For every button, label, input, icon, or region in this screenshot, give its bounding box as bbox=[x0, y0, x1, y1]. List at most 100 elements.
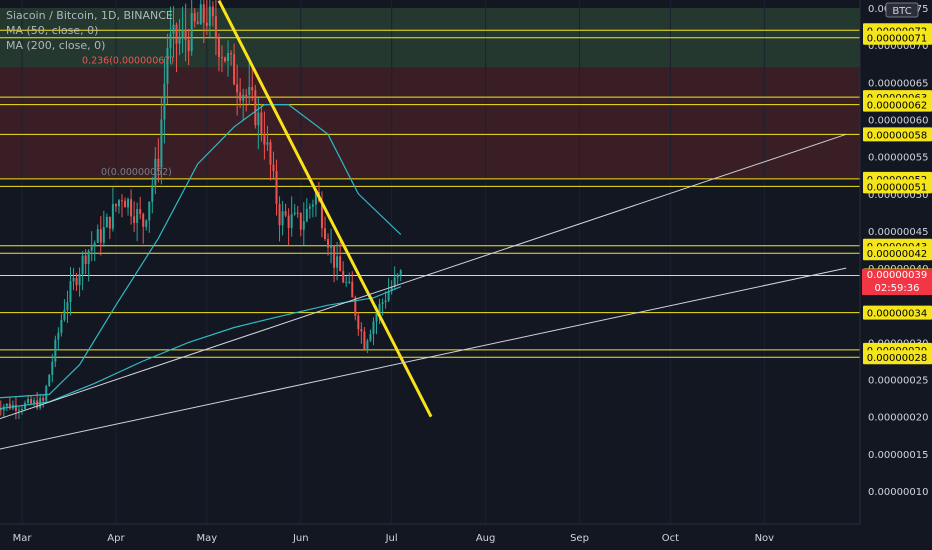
candle-body bbox=[245, 94, 248, 96]
fib-labels: 0.236(0.00000067) 0(0.00000052) bbox=[82, 55, 174, 177]
candle-body bbox=[224, 57, 227, 62]
candle-body bbox=[78, 274, 81, 286]
candle-body bbox=[290, 214, 293, 228]
candle-body bbox=[363, 331, 366, 349]
candle-body bbox=[360, 329, 363, 332]
candle-body bbox=[260, 112, 263, 134]
candle-body bbox=[381, 302, 384, 304]
candle-body bbox=[151, 184, 154, 202]
candle-body bbox=[266, 142, 269, 145]
currency-badge bbox=[885, 2, 919, 18]
level-badge bbox=[863, 305, 932, 320]
candle-body bbox=[324, 228, 326, 239]
price-candles bbox=[0, 0, 402, 420]
ma200-legend[interactable]: MA (200, close, 0) bbox=[6, 39, 106, 52]
candle-body bbox=[60, 319, 63, 333]
candle-body bbox=[345, 281, 348, 283]
candle-body bbox=[378, 303, 381, 314]
candle-body bbox=[375, 313, 378, 322]
candle-body bbox=[133, 216, 136, 223]
candle-body bbox=[384, 300, 387, 303]
candle-body bbox=[114, 204, 117, 207]
candle-body bbox=[233, 54, 236, 85]
time-axis-label: May bbox=[196, 533, 217, 544]
candle-body bbox=[242, 94, 245, 101]
candle-body bbox=[172, 24, 175, 34]
time-axis-label: Apr bbox=[107, 533, 125, 544]
candle-body bbox=[372, 321, 375, 334]
candle-body bbox=[48, 374, 51, 387]
candle-body bbox=[93, 242, 96, 247]
candle-body bbox=[24, 403, 27, 410]
candle-body bbox=[314, 191, 317, 205]
level-badge-text: 0.00000034 bbox=[867, 309, 927, 320]
level-badge bbox=[863, 127, 932, 142]
candle-body bbox=[254, 90, 257, 126]
candle-body bbox=[305, 208, 308, 222]
time-axis-label: Aug bbox=[476, 533, 496, 544]
candle-body bbox=[190, 13, 193, 52]
ma50-legend[interactable]: MA (50, close, 0) bbox=[6, 24, 99, 37]
candle-body bbox=[69, 281, 72, 303]
candle-body bbox=[21, 409, 23, 411]
candle-body bbox=[263, 133, 266, 145]
time-axis[interactable]: Mar Apr May Jun Jul Aug Sep Oct Nov bbox=[13, 533, 775, 544]
level-badge bbox=[863, 246, 932, 261]
support-line bbox=[0, 133, 847, 420]
candle-body bbox=[236, 84, 239, 93]
candle-body bbox=[90, 246, 93, 251]
candle-body bbox=[127, 199, 130, 208]
level-badge bbox=[863, 350, 932, 365]
candle-body bbox=[396, 274, 399, 278]
candle-body bbox=[275, 171, 278, 204]
candle-body bbox=[45, 386, 48, 401]
support-line bbox=[0, 267, 847, 450]
price-axis-label: 0.00000025 bbox=[868, 376, 928, 387]
level-badge bbox=[863, 179, 932, 194]
candle-body bbox=[211, 6, 214, 17]
price-axis-label: 0.00000065 bbox=[868, 78, 928, 89]
candle-body bbox=[311, 204, 314, 207]
time-axis-label: Nov bbox=[755, 533, 775, 544]
candle-body bbox=[308, 206, 311, 209]
candle-body bbox=[57, 332, 60, 340]
candle-body bbox=[230, 53, 233, 55]
candle-body bbox=[178, 38, 181, 44]
candle-body bbox=[0, 408, 2, 411]
candle-body bbox=[320, 200, 323, 229]
candle-body bbox=[336, 256, 339, 268]
candle-body bbox=[269, 142, 272, 165]
candle-body bbox=[187, 39, 190, 52]
candle-body bbox=[105, 216, 108, 228]
candle-body bbox=[327, 238, 330, 248]
level-badge bbox=[863, 97, 932, 112]
candle-body bbox=[366, 340, 369, 349]
candle-body bbox=[66, 302, 69, 311]
price-axis-label: 0.00000055 bbox=[868, 153, 928, 164]
candle-body bbox=[339, 256, 342, 272]
candle-body bbox=[117, 200, 120, 207]
candle-body bbox=[342, 271, 345, 283]
candle-body bbox=[99, 229, 102, 243]
candle-body bbox=[145, 220, 148, 227]
candle-body bbox=[399, 270, 402, 275]
current-price-value: 0.00000039 bbox=[866, 269, 928, 281]
candle-body bbox=[393, 277, 396, 287]
chart-legend: Siacoin / Bitcoin, 1D, BINANCE MA (50, c… bbox=[6, 8, 173, 53]
candle-body bbox=[369, 333, 372, 341]
symbol-title[interactable]: Siacoin / Bitcoin, 1D, BINANCE bbox=[6, 9, 173, 22]
level-badge-text: 0.00000051 bbox=[867, 182, 927, 193]
candle-body bbox=[278, 203, 281, 226]
price-axis-label: 0.00000015 bbox=[868, 450, 928, 461]
candle-body bbox=[281, 211, 284, 226]
candle-body bbox=[196, 21, 199, 24]
candle-body bbox=[96, 229, 99, 243]
candle-body bbox=[181, 29, 184, 39]
countdown-timer: 02:59:36 bbox=[874, 282, 920, 294]
ma50-line bbox=[0, 103, 402, 399]
trendlines[interactable] bbox=[0, 0, 847, 451]
candle-body bbox=[124, 200, 127, 208]
candle-body bbox=[102, 227, 105, 243]
candle-body bbox=[120, 200, 123, 202]
